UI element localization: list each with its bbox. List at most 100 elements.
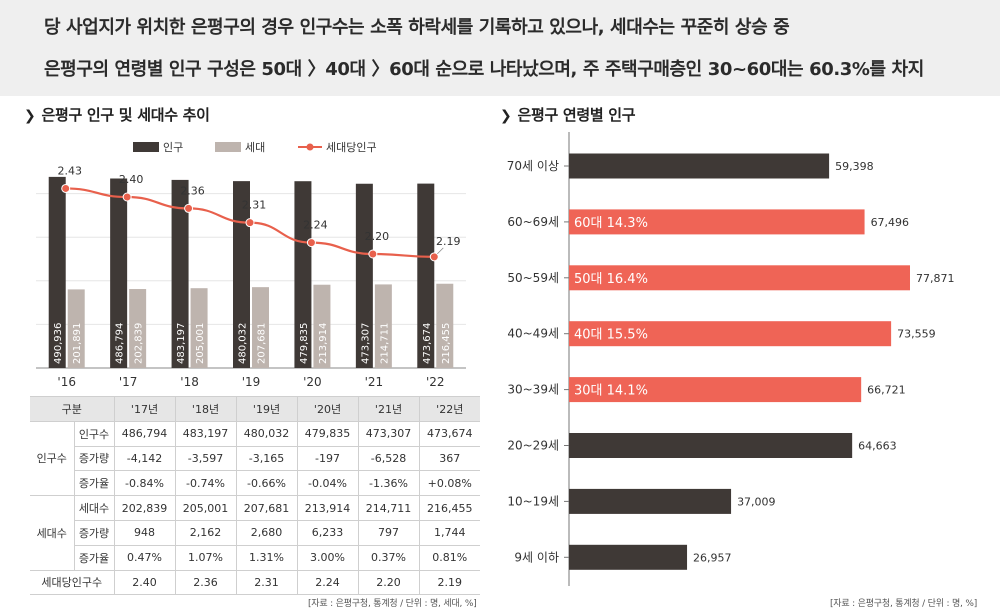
age-category-label: 10~19세 <box>507 494 559 508</box>
table-cell: 483,197 <box>174 420 237 447</box>
table-cell: 2.36 <box>174 569 237 596</box>
age-category-label: 50~59세 <box>507 271 559 285</box>
table-cell: 216,455 <box>418 495 480 521</box>
age-value-label: 64,663 <box>858 440 897 453</box>
household-bar <box>252 287 269 368</box>
table-cell: 479,835 <box>296 420 359 447</box>
household-bar-label: 214,711 <box>379 323 390 364</box>
table-cell: 2.19 <box>418 569 480 596</box>
table-row-label: 세대당인구수 <box>30 569 115 596</box>
age-value-label: 59,398 <box>835 160 874 173</box>
population-bar <box>294 181 312 368</box>
table-cell: 473,674 <box>418 420 480 447</box>
population-bar-label: 479,835 <box>299 323 310 364</box>
age-category-label: 60~69세 <box>507 215 559 229</box>
age-bar <box>569 265 910 291</box>
table-group-label: 인구수 <box>30 420 75 497</box>
table-cell: +0.08% <box>418 470 480 497</box>
age-bar <box>569 488 732 514</box>
table-row: 증가율 0.47% 1.07% 1.31% 3.00% 0.37% 0.81% <box>30 544 480 571</box>
household-bar <box>436 283 454 368</box>
legend-label-per-household: 세대당인구 <box>326 141 377 154</box>
household-bar-label: 202,839 <box>134 323 145 364</box>
table-cell: 205,001 <box>174 495 237 521</box>
table-header-cell: '18년 <box>174 396 237 422</box>
population-bar-label: 490,936 <box>53 323 64 364</box>
table-row-label: 증가량 <box>74 519 115 546</box>
age-bar <box>569 377 862 403</box>
table-cell: 1.07% <box>174 544 237 571</box>
x-tick-label: '19 <box>242 375 261 389</box>
table-row: 증가량 -4,142 -3,597 -3,165 -197 -6,528 367 <box>30 445 480 472</box>
household-bar-label: 216,455 <box>441 323 452 364</box>
table-cell: 2.31 <box>235 569 298 596</box>
age-bar <box>569 153 830 179</box>
table-row-label: 인구수 <box>73 420 115 447</box>
age-value-label: 26,957 <box>693 551 732 564</box>
per-household-point <box>245 218 255 228</box>
table-cell: -4,142 <box>113 445 176 472</box>
population-bar <box>417 183 435 368</box>
x-tick-label: '21 <box>365 375 384 389</box>
table-cell: 2.24 <box>296 569 359 596</box>
table-cell: -197 <box>296 445 359 472</box>
table-row: 증가율 -0.84% -0.74% -0.66% -0.04% -1.36% +0.08% <box>30 470 480 497</box>
table-cell: 1,744 <box>418 519 480 546</box>
left-section-title: ❯ 은평구 인구 및 세대수 추이 <box>24 104 210 125</box>
table-cell: 0.37% <box>357 544 420 571</box>
legend-swatch-households <box>215 142 241 152</box>
left-section-title-text: 은평구 인구 및 세대수 추이 <box>41 106 210 124</box>
age-highlight-label: 60대 14.3% <box>574 216 648 231</box>
household-bar <box>190 288 208 368</box>
age-category-label: 20~29세 <box>507 439 559 453</box>
population-bar-label: 483,197 <box>176 323 187 364</box>
table-cell: 473,307 <box>357 420 420 447</box>
household-bar <box>67 289 85 368</box>
table-cell: 2.40 <box>113 569 176 596</box>
table-cell: 0.81% <box>418 544 480 571</box>
population-bar-label: 486,794 <box>115 323 126 364</box>
household-bar-label: 213,914 <box>318 323 329 364</box>
per-household-label: 2.20 <box>365 230 390 243</box>
table-cell: 2,162 <box>174 519 237 546</box>
x-tick-label: '22 <box>426 375 445 389</box>
table-cell: 213,914 <box>296 495 359 521</box>
table-cell: -0.84% <box>113 470 176 497</box>
right-section-title-text: 은평구 연령별 인구 <box>517 106 636 124</box>
population-bar <box>171 179 189 368</box>
per-household-label: 2.36 <box>180 184 205 197</box>
per-household-point <box>61 183 71 193</box>
table-header-cell: '20년 <box>296 396 359 422</box>
age-value-label: 73,559 <box>897 328 936 341</box>
table-row-label: 증가량 <box>74 445 115 472</box>
age-value-label: 77,871 <box>916 272 955 285</box>
table-header-cell: 구분 <box>30 396 115 422</box>
age-bar <box>569 544 688 570</box>
x-tick-label: '16 <box>57 375 76 389</box>
chevron-right-icon: ❯ <box>24 108 36 124</box>
table-cell: -0.66% <box>235 470 298 497</box>
x-tick-label: '18 <box>180 375 199 389</box>
table-cell: 0.47% <box>113 544 176 571</box>
x-tick-label: '20 <box>303 375 322 389</box>
table-cell: 948 <box>113 519 176 546</box>
table-row: 세대수 세대수 202,839 205,001 207,681 213,914 214,71… <box>30 495 480 571</box>
table-cell: 207,681 <box>235 495 298 521</box>
per-household-label: 2.43 <box>57 164 82 177</box>
table-cell: 214,711 <box>357 495 420 521</box>
age-category-label: 30~39세 <box>507 383 559 397</box>
population-bar-label: 480,032 <box>238 323 249 364</box>
household-bar-label: 207,681 <box>257 323 268 364</box>
table-row-label: 증가율 <box>74 470 115 497</box>
per-household-point <box>184 203 194 213</box>
legend-label-households: 세대 <box>245 141 265 154</box>
table-cell: 3.00% <box>296 544 359 571</box>
table-header-cell: '22년 <box>418 396 480 422</box>
table-cell: 202,839 <box>113 495 176 521</box>
x-tick-label: '17 <box>119 375 138 389</box>
table-header-cell: '17년 <box>113 396 176 422</box>
table-cell: 2,680 <box>235 519 298 546</box>
per-household-label: 2.31 <box>242 199 267 212</box>
population-data-table: 구분 '17년 '18년 '19년 '20년 '21년 '22년 인구수 인구수 486,794 4… <box>30 396 480 596</box>
right-section-title: ❯ 은평구 연령별 인구 <box>500 104 636 125</box>
